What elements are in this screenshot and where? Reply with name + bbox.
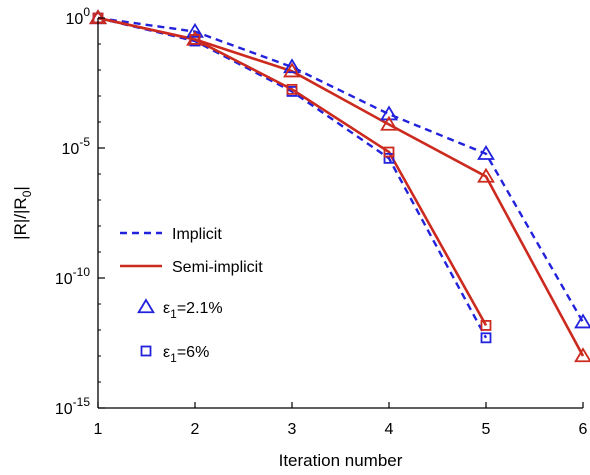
square-marker: [189, 34, 201, 45]
series-line-3: [97, 16, 488, 327]
legend: Implicit Semi-implicit ε1=2.1% ε1=6%: [120, 226, 263, 365]
triangle-marker: [574, 313, 590, 329]
y-tick-label--10: 10-10: [55, 265, 90, 288]
legend-square-marker: [140, 345, 152, 357]
series-line-0: [97, 16, 585, 323]
x-axis-title: Iteration number: [279, 451, 403, 470]
legend-label: Semi-implicit: [172, 259, 263, 276]
square-marker: [383, 146, 395, 158]
legend-label: ε1=6%: [163, 344, 209, 365]
y-tick-label--5: 10-5: [62, 135, 91, 158]
legend-label: ε1=2.1%: [163, 300, 223, 321]
axes: 1 2 3 4 5 6 100 10-5 10-10 10-15: [55, 5, 588, 438]
square-marker: [480, 332, 492, 344]
x-tick-label-4: 4: [385, 421, 394, 438]
series-lines: [97, 16, 585, 357]
legend-triangle-marker: [137, 298, 155, 314]
y-tick-label--15: 10-15: [55, 395, 90, 418]
triangle-marker: [477, 167, 495, 183]
x-tick-label-5: 5: [482, 421, 491, 438]
x-tick-label-1: 1: [94, 421, 103, 438]
triangle-marker: [283, 58, 301, 74]
x-tick-label-6: 6: [579, 421, 588, 438]
legend-label: Implicit: [172, 226, 222, 243]
triangle-marker: [574, 347, 590, 363]
series-line-2: [97, 16, 488, 339]
y-axis-title: |R|/|R0|: [11, 186, 34, 240]
y-tick-label-0: 100: [66, 5, 91, 28]
triangle-marker: [283, 62, 301, 78]
square-marker: [480, 320, 492, 331]
triangle-marker: [380, 105, 398, 121]
triangle-marker: [380, 115, 398, 131]
triangle-marker: [477, 145, 495, 160]
square-marker: [383, 152, 395, 164]
x-tick-label-2: 2: [191, 421, 200, 438]
square-marker: [286, 83, 298, 95]
x-tick-label-3: 3: [288, 421, 297, 438]
series-line-1: [97, 16, 585, 357]
